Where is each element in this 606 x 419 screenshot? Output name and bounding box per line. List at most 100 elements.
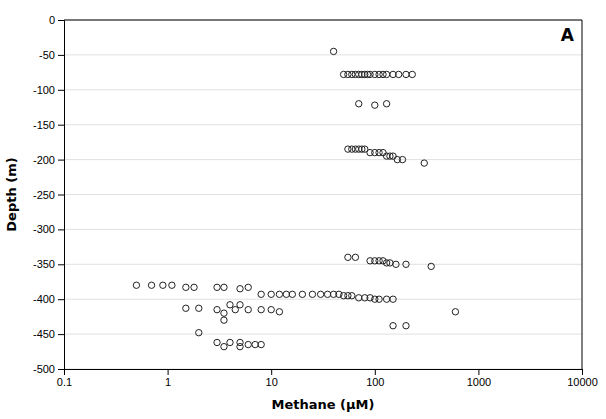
points [133,48,458,350]
y-axis-tick-mark [58,299,64,300]
y-axis-tick-label: -200 [33,154,55,166]
point [356,101,362,107]
title: A [561,25,575,45]
grid-line [64,124,582,125]
point [196,330,202,336]
point [383,71,389,77]
frame-right [582,20,583,369]
point [390,323,396,329]
x-axis-tick-mark [168,369,169,375]
point [268,291,274,297]
y-axis-tick-label: 0 [49,14,55,26]
x-axis-tick: 10 [266,369,278,388]
x-axis-title: Methane (μM) [272,397,375,412]
y-axis-tick-mark [58,20,64,21]
y-axis-tick-mark [58,334,64,335]
x-axis: 0.1 1 10 100 1000 10000 [57,369,598,388]
point [428,263,434,269]
x-axis-tick: 0.1 [57,369,72,388]
point [148,282,154,288]
y-axis-tick-mark [58,90,64,91]
point [390,153,396,159]
grid-line [64,20,582,21]
y-axis-tick-label: -400 [33,293,55,305]
x-axis-tick-label: 1000 [467,376,491,388]
point [245,284,251,290]
point [376,296,382,302]
point [196,305,202,311]
x-axis-tick-mark [271,369,272,375]
x-axis-tick-label: 0.1 [57,376,72,388]
point [283,291,289,297]
point [345,254,351,260]
y-axis-tick: -450 [33,328,64,340]
y-axis-title: Depth (m) [4,157,19,231]
point [309,291,315,297]
y-axis-tick: 0 [49,14,64,26]
x-axis-tick-mark [478,369,479,375]
point [383,296,389,302]
grid-line [64,334,582,335]
point [403,261,409,267]
x-axis-tick-label: 10000 [567,376,598,388]
point [133,282,139,288]
x-axis-tick-mark [375,369,376,375]
x-axis-tick-label: 100 [366,376,384,388]
point [330,48,336,54]
point [372,102,378,108]
frame-top [64,20,582,21]
point [258,306,264,312]
point [299,291,305,297]
x-axis-tick-mark [582,369,583,375]
y-axis-tick-label: -500 [33,363,55,375]
point [237,343,243,349]
point [214,339,220,345]
x-axis-tick-label: 10 [266,376,278,388]
point [191,284,197,290]
y-axis-tick: -250 [33,189,64,201]
point [383,101,389,107]
y-axis-tick: -100 [33,84,64,96]
point [227,339,233,345]
point [245,341,251,347]
point [169,282,175,288]
y-axis-tick-mark [58,229,64,230]
y-axis-tick-label: -100 [33,84,55,96]
point [227,302,233,308]
y-axis-tick-label: -250 [33,189,55,201]
point [214,306,220,312]
y-axis-line [58,21,65,370]
y-axis-tick-label: -450 [33,328,55,340]
plot: 0.11101001000100000-50-100-150-200-250-3… [33,14,598,388]
point [214,284,220,290]
grid-line [64,89,582,90]
y-axis-tick-mark [58,195,64,196]
point [352,254,358,260]
point [349,293,355,299]
x-axis-tick: 100 [366,369,384,388]
grid-line [64,229,582,230]
y-axis-tick: -350 [33,258,64,270]
point [221,317,227,323]
y-axis: 0-50-100-150-200-250-300-350-400-450-500 [33,14,65,375]
x-axis-tick: 1000 [467,369,491,388]
point [245,306,251,312]
point [183,305,189,311]
point [268,306,274,312]
x-axis-tick: 10000 [567,369,598,388]
point [221,284,227,290]
grid [64,20,582,369]
grid-line [64,54,582,55]
point [324,291,330,297]
point [403,71,409,77]
y-axis-tick-mark [58,264,64,265]
x-axis-tick-label: 1 [165,376,171,388]
grid-line [64,299,582,300]
y-axis-tick-mark [58,125,64,126]
x-axis-tick: 1 [165,369,171,388]
y-axis-tick: -500 [33,363,64,375]
point [317,291,323,297]
point [395,71,401,77]
point [221,310,227,316]
grid-line [64,159,582,160]
